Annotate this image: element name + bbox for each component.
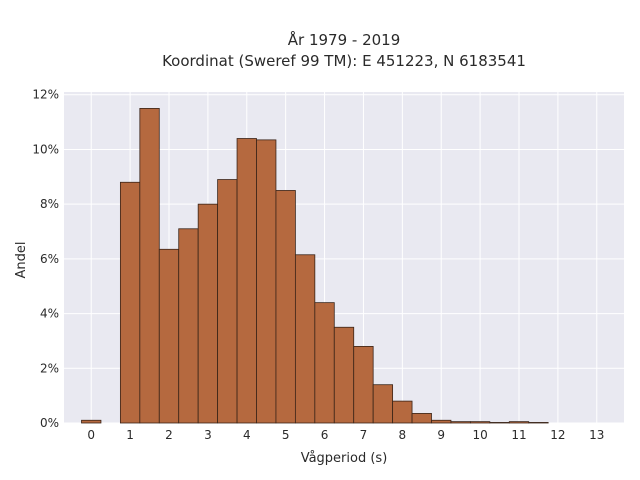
x-tick-label: 11 — [511, 428, 526, 442]
histogram-bar — [411, 413, 432, 424]
histogram-bar — [489, 422, 510, 424]
x-axis-label: Vågperiod (s) — [301, 451, 388, 466]
y-tick-label: 12% — [32, 88, 59, 102]
x-tick-label: 8 — [399, 428, 407, 442]
y-axis-label: Andel — [14, 242, 29, 279]
histogram-bar — [158, 248, 180, 424]
histogram-bar — [528, 422, 549, 424]
bars-group — [81, 108, 549, 424]
histogram-bar — [217, 179, 238, 424]
histogram-bar — [236, 138, 257, 424]
histogram-bar — [508, 421, 530, 424]
x-tick-label: 5 — [282, 428, 290, 442]
y-axis-ticks: 0% 2% 4% 6% 8% 10% 12% — [32, 88, 59, 430]
histogram-bar — [372, 384, 394, 424]
x-axis-ticks: 0 1 2 3 4 5 6 7 8 9 10 11 12 13 — [87, 428, 604, 442]
y-tick-label: 0% — [40, 416, 59, 430]
y-tick-label: 6% — [40, 252, 59, 266]
histogram-bar — [81, 419, 102, 424]
histogram-bar — [197, 203, 219, 424]
x-tick-label: 2 — [165, 428, 173, 442]
x-tick-label: 4 — [243, 428, 251, 442]
x-tick-label: 1 — [126, 428, 134, 442]
x-tick-label: 6 — [321, 428, 329, 442]
histogram-bar — [314, 302, 335, 424]
histogram-bar — [294, 254, 316, 424]
histogram-bar — [178, 228, 199, 424]
y-tick-label: 2% — [40, 361, 59, 375]
y-tick-label: 4% — [40, 307, 59, 321]
histogram-bar — [139, 108, 160, 424]
chart-title-line-2: Koordinat (Sweref 99 TM): E 451223, N 61… — [162, 52, 526, 70]
histogram-bar — [353, 346, 374, 424]
x-tick-label: 3 — [204, 428, 212, 442]
y-tick-label: 10% — [32, 142, 59, 156]
x-tick-label: 7 — [360, 428, 368, 442]
x-tick-label: 12 — [550, 428, 565, 442]
histogram-bar — [469, 421, 491, 424]
histogram-bar — [333, 326, 355, 424]
histogram-bar — [119, 181, 141, 424]
histogram-bar — [256, 139, 277, 424]
x-tick-label: 0 — [87, 428, 95, 442]
x-tick-label: 13 — [589, 428, 604, 442]
x-tick-label: 9 — [437, 428, 445, 442]
y-tick-label: 8% — [40, 197, 59, 211]
chart-title-line-1: År 1979 - 2019 — [288, 30, 401, 49]
x-tick-label: 10 — [472, 428, 487, 442]
histogram-bar — [392, 400, 413, 424]
histogram-bar — [275, 190, 296, 424]
histogram-bar — [450, 421, 471, 424]
histogram-bar — [431, 419, 452, 424]
